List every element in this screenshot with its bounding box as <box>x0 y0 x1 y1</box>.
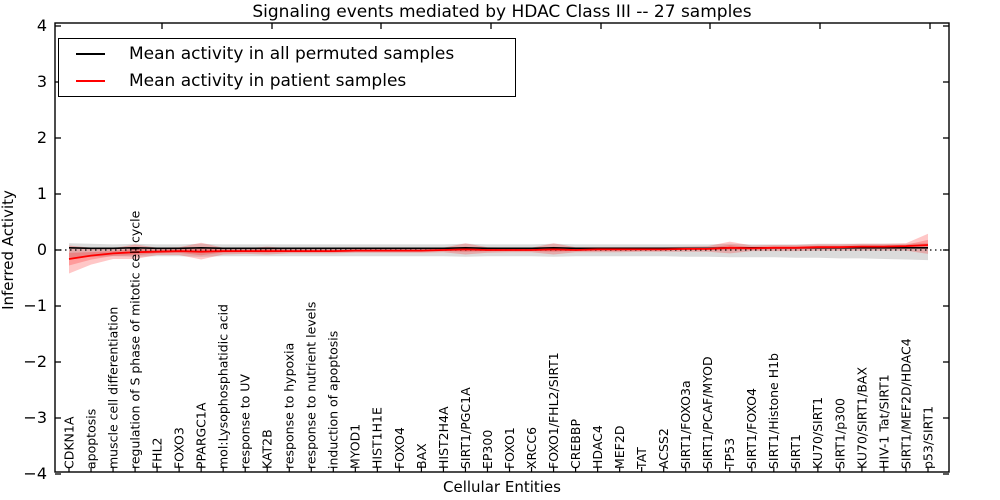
y-tick-label: 1 <box>37 184 47 203</box>
x-tick-label: induction of apoptosis <box>326 331 341 469</box>
x-tick-label: MEF2D <box>612 426 627 469</box>
legend-entry-patient: Mean activity in patient samples <box>59 68 515 94</box>
y-axis-title: Inferred Activity <box>0 190 17 310</box>
permuted-line-swatch <box>76 52 105 55</box>
patient-mean-line <box>68 244 929 260</box>
x-tick-label: HIV-1 Tat/SIRT1 <box>876 374 891 469</box>
x-tick-label: PPARGC1A <box>194 402 209 469</box>
y-tick-label: 2 <box>37 128 47 147</box>
x-tick-label: FOXO1/FHL2/SIRT1 <box>546 352 561 469</box>
x-tick-label: TP53 <box>722 438 737 470</box>
legend: Mean activity in all permuted samples Me… <box>58 38 516 97</box>
x-tick-label: FOXO3 <box>172 427 187 469</box>
x-tick-label: muscle cell differentiation <box>105 307 120 469</box>
x-axis-title: Cellular Entities <box>443 478 561 496</box>
x-tick-label: ACSS2 <box>656 428 671 469</box>
x-tick-label: SIRT1/FOXO3a <box>678 380 693 469</box>
y-tick-label: −3 <box>23 408 47 427</box>
x-tick-label: TAT <box>634 447 649 470</box>
legend-entry-permuted: Mean activity in all permuted samples <box>59 41 515 67</box>
x-tick-label: response to nutrient levels <box>304 302 319 469</box>
patient-band <box>69 233 928 274</box>
x-tick-label: FHL2 <box>149 437 164 469</box>
x-tick-label: response to hypoxia <box>282 343 297 469</box>
x-tick-label: apoptosis <box>83 409 98 469</box>
x-tick-label: SIRT1/MEF2D/HDAC4 <box>898 338 913 469</box>
x-tick-label: FOXO4 <box>392 427 407 469</box>
x-tick-label: KU70/SIRT1/BAX <box>854 367 869 469</box>
patient-line-swatch <box>76 80 105 83</box>
x-tick-label: CDKN1A <box>61 416 76 469</box>
x-tick-label: SIRT1/p300 <box>832 398 847 469</box>
x-tick-label: KU70/SIRT1 <box>810 397 825 469</box>
x-tick-label: SIRT1 <box>788 434 803 469</box>
y-tick-label: 3 <box>37 72 47 91</box>
x-tick-label: EP300 <box>480 430 495 469</box>
x-tick-label: BAX <box>414 443 429 469</box>
x-tick-label: SIRT1/Histone H1b <box>766 353 781 469</box>
y-tick-label: 4 <box>37 16 47 35</box>
axes-frame <box>54 22 950 473</box>
x-tick-label: p53/SIRT1 <box>920 406 935 469</box>
x-tick-label: HDAC4 <box>590 425 605 469</box>
chart-title: Signaling events mediated by HDAC Class … <box>252 2 752 22</box>
x-tick-label: HIST1H1E <box>370 407 385 469</box>
x-tick-label: HIST2H4A <box>436 406 451 469</box>
x-tick-label: regulation of S phase of mitotic cell cy… <box>127 210 142 469</box>
x-tick-label: SIRT1/PCAF/MYOD <box>700 356 715 469</box>
y-tick-label: −4 <box>23 464 47 483</box>
y-tick-label: −1 <box>23 296 47 315</box>
x-tick-label: XRCC6 <box>524 427 539 469</box>
legend-label-permuted: Mean activity in all permuted samples <box>129 43 455 64</box>
y-tick-label: −2 <box>23 352 47 371</box>
x-tick-label: SIRT1/PGC1A <box>458 387 473 469</box>
x-tick-label: SIRT1/FOXO4 <box>744 388 759 469</box>
legend-label-patient: Mean activity in patient samples <box>129 71 407 92</box>
x-tick-label: mol:Lysophosphatidic acid <box>216 304 231 469</box>
x-tick-label: response to UV <box>238 374 253 469</box>
x-tick-label: KAT2B <box>260 429 275 469</box>
x-tick-label: FOXO1 <box>502 427 517 469</box>
x-tick-label: MYOD1 <box>348 424 363 469</box>
y-tick-label: 0 <box>37 240 47 259</box>
x-tick-label: CREBBP <box>568 419 583 469</box>
